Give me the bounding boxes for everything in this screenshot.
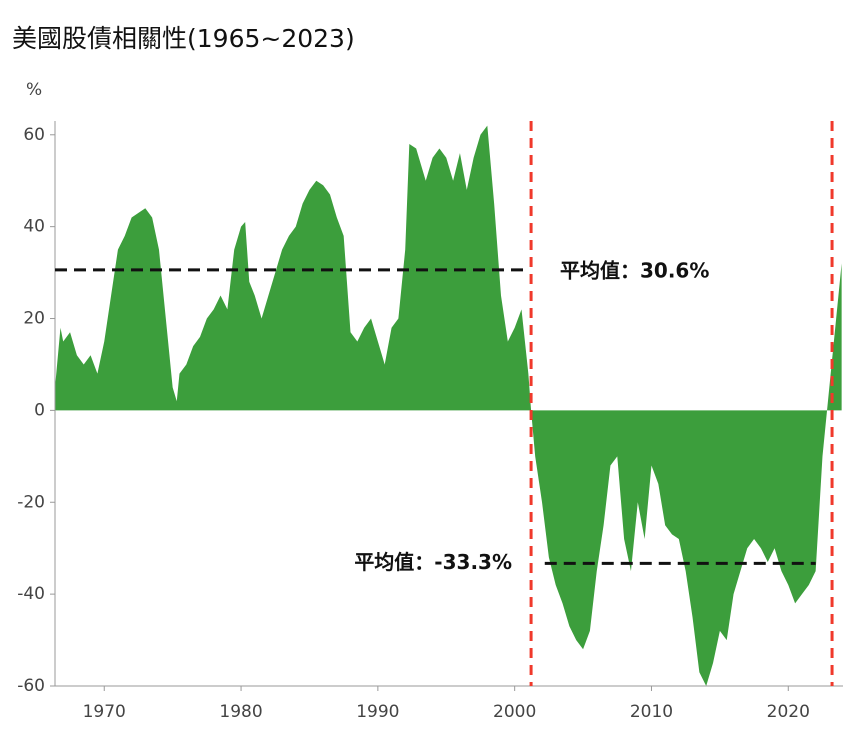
x-tick-label: 1980	[219, 702, 262, 722]
y-tick-label: 0	[34, 400, 45, 420]
x-tick-label: 2020	[767, 702, 810, 722]
y-tick-label: 60	[23, 125, 45, 145]
y-tick-label: -60	[17, 676, 45, 696]
y-tick-label: 20	[23, 309, 45, 329]
x-tick-label: 2000	[493, 702, 536, 722]
y-tick-label: -40	[17, 584, 45, 604]
y-tick-label: 40	[23, 217, 45, 237]
x-tick-label: 1990	[356, 702, 399, 722]
y-unit: %	[26, 80, 42, 100]
chart-title: 美國股債相關性(1965~2023)	[12, 24, 355, 53]
mean-label: 平均值：30.6%	[560, 258, 709, 282]
y-tick-label: -20	[17, 492, 45, 512]
mean-label: 平均值：-33.3%	[354, 550, 512, 574]
x-tick-label: 1970	[83, 702, 126, 722]
x-tick-label: 2010	[630, 702, 673, 722]
area	[55, 125, 842, 686]
